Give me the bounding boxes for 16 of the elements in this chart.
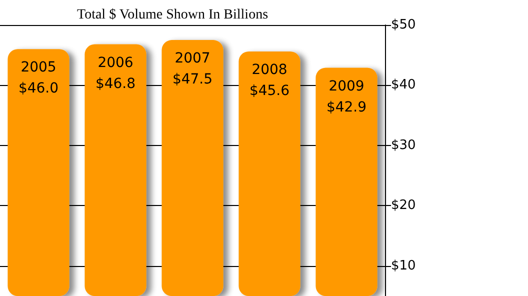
y-tick-label: $30 <box>391 138 416 153</box>
data-label: $47.5 <box>172 72 213 88</box>
x-tick-label: 2008 <box>252 62 288 78</box>
y-tick-label: $50 <box>391 18 416 32</box>
data-label: $42.9 <box>326 99 367 116</box>
data-label: $46.0 <box>18 80 59 97</box>
x-tick-label: 2007 <box>174 50 210 67</box>
data-label: $45.6 <box>249 83 290 99</box>
x-tick-label: 2009 <box>328 78 364 94</box>
y-tick-label: $20 <box>391 198 416 214</box>
x-tick-label: 2006 <box>98 54 134 71</box>
data-label: $46.8 <box>95 76 136 92</box>
chart-title: Total $ Volume Shown In Billions <box>77 8 268 22</box>
x-tick-label: 2005 <box>20 60 56 76</box>
y-tick-label: $40 <box>391 78 416 93</box>
y-tick-label: $10 <box>391 258 416 274</box>
